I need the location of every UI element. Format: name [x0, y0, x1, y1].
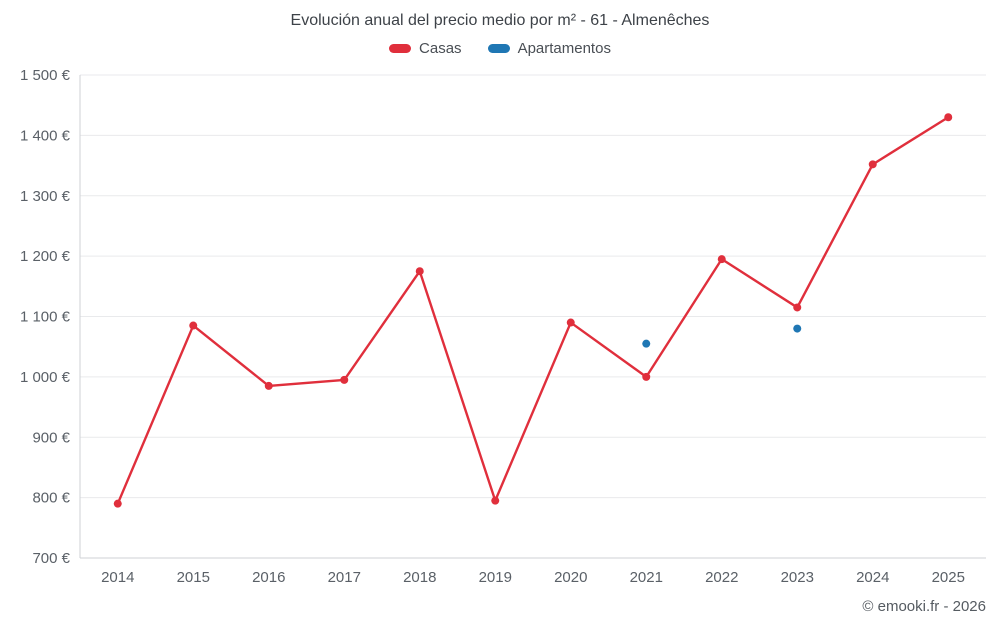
x-axis-label: 2022: [705, 569, 738, 586]
casas-point: [264, 381, 273, 390]
casas-point: [491, 496, 500, 505]
casas-point: [189, 321, 198, 330]
chart-legend: Casas Apartamentos: [0, 40, 1000, 57]
legend-swatch-apartamentos: [487, 44, 510, 53]
casas-point: [793, 303, 802, 312]
y-axis-label: 1 200 €: [20, 248, 71, 265]
casas-point: [717, 255, 726, 264]
legend-item-casas[interactable]: Casas: [389, 40, 462, 57]
legend-label: Apartamentos: [517, 40, 611, 57]
y-axis-label: 1 400 €: [20, 127, 71, 144]
y-axis-label: 1 100 €: [20, 309, 71, 326]
casas-point: [415, 267, 424, 276]
x-axis-label: 2019: [479, 569, 512, 586]
x-axis-label: 2023: [781, 569, 814, 586]
x-axis-label: 2025: [932, 569, 965, 586]
x-axis-label: 2017: [328, 569, 361, 586]
x-axis-label: 2014: [101, 569, 134, 586]
y-axis-label: 1 000 €: [20, 369, 71, 386]
casas-point: [566, 318, 575, 327]
y-axis-label: 900 €: [32, 429, 70, 446]
legend-swatch-casas: [389, 44, 412, 53]
x-axis-label: 2018: [403, 569, 436, 586]
y-axis-label: 1 500 €: [20, 67, 71, 84]
x-axis-label: 2024: [856, 569, 889, 586]
legend-item-apartamentos[interactable]: Apartamentos: [487, 40, 611, 57]
casas-point: [340, 375, 349, 384]
x-axis-label: 2016: [252, 569, 285, 586]
chart-title: Evolución anual del precio medio por m² …: [290, 12, 710, 29]
casas-point: [868, 160, 877, 169]
apartamentos-point: [642, 339, 651, 348]
apartamentos-point: [793, 324, 802, 333]
casas-line: [116, 116, 950, 505]
x-axis-label: 2015: [177, 569, 210, 586]
x-axis-label: 2020: [554, 569, 587, 586]
x-axis-label: 2021: [630, 569, 663, 586]
y-axis-label: 700 €: [32, 550, 70, 567]
legend-label: Casas: [419, 40, 462, 57]
y-axis-label: 1 300 €: [20, 188, 71, 205]
casas-point: [642, 372, 651, 381]
casas-point: [113, 499, 122, 508]
y-axis-label: 800 €: [32, 490, 70, 507]
attribution: © emooki.fr - 2026: [862, 598, 986, 615]
casas-point: [944, 113, 953, 122]
